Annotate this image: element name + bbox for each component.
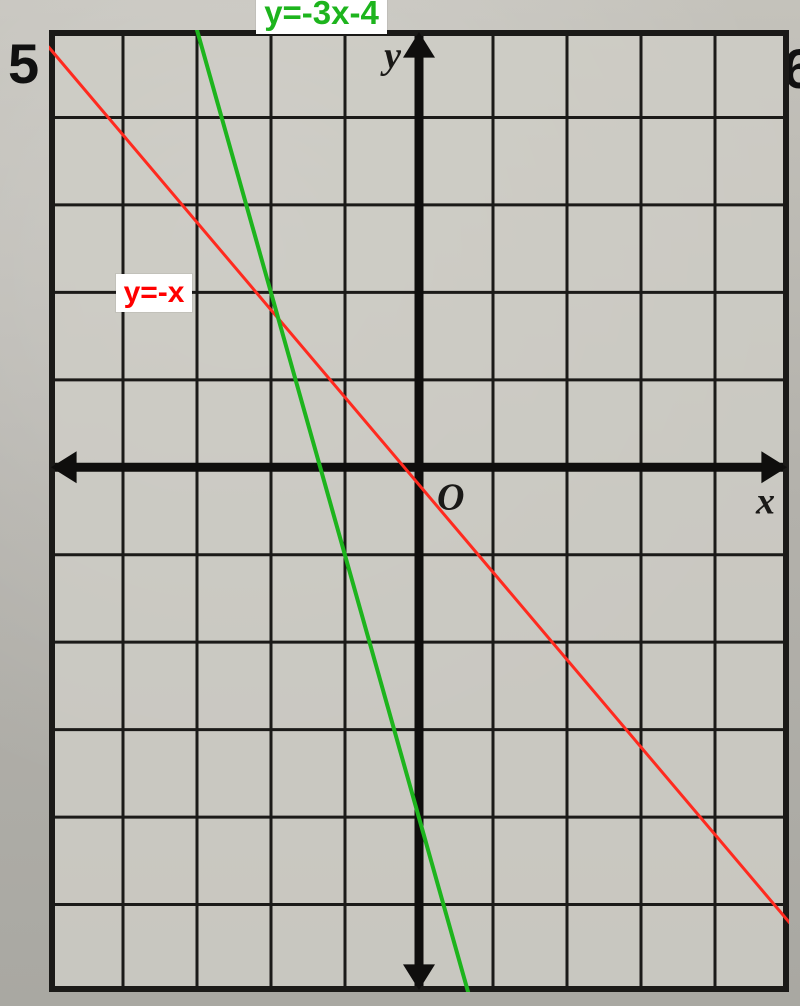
chart-area: yxO — [49, 30, 789, 992]
grid-svg: yxO — [49, 30, 789, 992]
label-red: y=-x — [116, 274, 193, 312]
y-axis-label: y — [380, 35, 401, 77]
label-green: y=-3x-4 — [256, 0, 387, 34]
problem-number: 5 — [8, 36, 39, 92]
x-axis-label: x — [755, 480, 775, 522]
